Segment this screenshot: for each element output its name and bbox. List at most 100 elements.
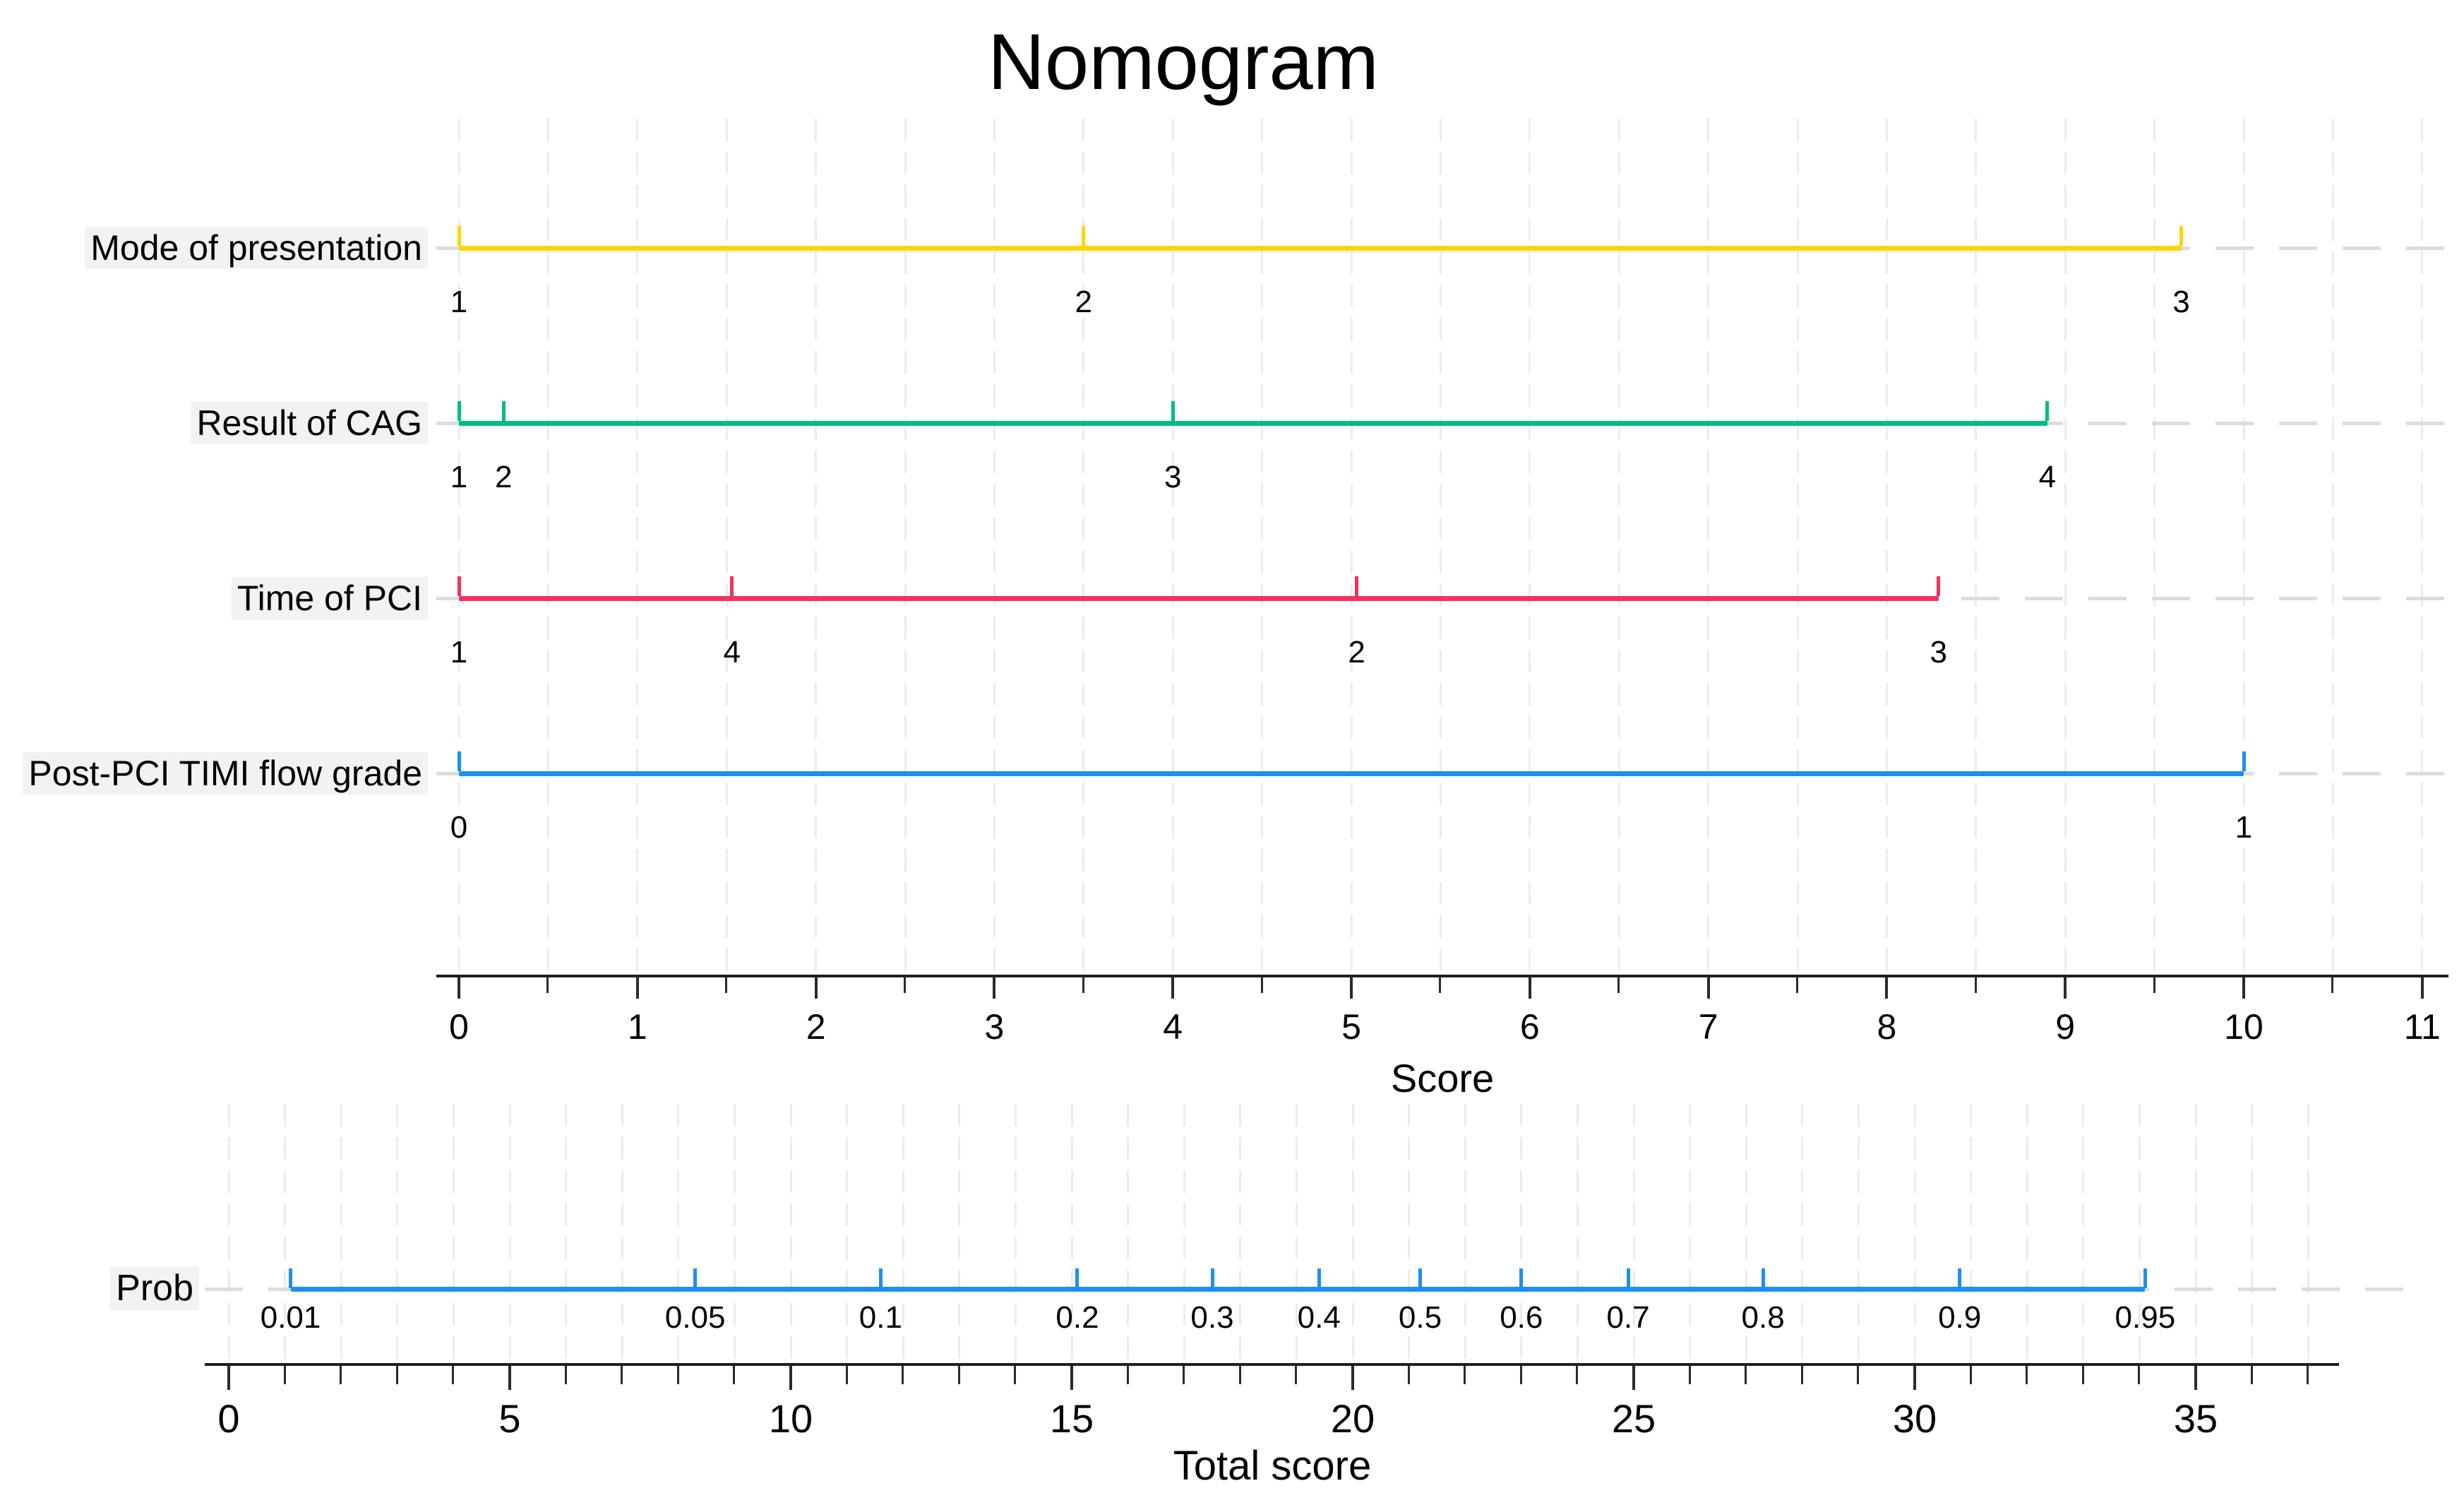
gridline-vertical [1617, 119, 1620, 975]
gridline-vertical [284, 1104, 287, 1363]
total-score-axis-tick [1969, 1366, 1972, 1384]
score-axis-tick [1617, 977, 1620, 993]
gridline-vertical [1885, 119, 1888, 975]
prob-tick-value: 0.4 [1297, 1300, 1341, 1335]
gridline-vertical [2331, 119, 2334, 975]
total-score-axis-tick [227, 1366, 230, 1390]
gridline-vertical [1070, 1104, 1073, 1363]
score-axis-tick-label: 4 [1163, 1007, 1183, 1047]
prob-tick-value: 0.05 [664, 1300, 726, 1335]
variable-tick-value: 3 [1164, 460, 1182, 494]
score-axis-tick-label: 7 [1698, 1007, 1718, 1047]
score-axis-tick [457, 977, 460, 999]
variable-tick-value: 3 [1930, 635, 1947, 670]
gridline-vertical [1261, 119, 1264, 975]
gridline-vertical [1689, 1104, 1692, 1363]
score-axis-tick [2242, 977, 2245, 999]
gridline-vertical [815, 119, 818, 975]
score-axis-tick-label: 2 [806, 1007, 826, 1047]
total-score-axis-tick [508, 1366, 511, 1390]
gridline-vertical [457, 119, 460, 975]
gridline-vertical [1576, 1104, 1579, 1363]
score-axis-tick [993, 977, 996, 999]
score-axis-tick-label: 6 [1519, 1007, 1540, 1047]
lower-panel [0, 1102, 2464, 1493]
score-axis-tick-label: 0 [449, 1007, 469, 1047]
row-label-text: Mode of presentation [85, 227, 428, 269]
row-label: Mode of presentation [0, 222, 428, 273]
score-axis-tick [2420, 977, 2424, 999]
total-score-axis-tick [564, 1366, 567, 1384]
gridline-vertical [1970, 1104, 1973, 1363]
total-score-axis-tick-label: 0 [217, 1396, 240, 1441]
variable-axis-line [459, 420, 2047, 426]
gridline-vertical [2138, 1104, 2141, 1363]
score-axis-tick [904, 977, 906, 993]
gridline-vertical [1796, 119, 1799, 975]
gridline-vertical [546, 119, 549, 975]
total-score-axis-tick-label: 20 [1330, 1396, 1375, 1441]
row-label-text: Result of CAG [191, 402, 428, 444]
gridline-vertical [1801, 1104, 1804, 1363]
gridline-vertical [733, 1104, 736, 1363]
variable-tick-value: 3 [2172, 285, 2190, 319]
score-axis-tick [1082, 977, 1084, 993]
row-label-text: Post-PCI TIMI flow grade [23, 752, 428, 795]
row-label: Time of PCI [0, 573, 428, 624]
score-axis-line [436, 975, 2448, 977]
prob-row-label: Prob [0, 1263, 199, 1314]
score-axis-tick [1171, 977, 1175, 999]
variable-tick [1082, 226, 1086, 246]
variable-tick [457, 751, 461, 771]
gridline-vertical [1464, 1104, 1466, 1363]
total-score-axis-tick [733, 1366, 736, 1384]
gridline-vertical [1632, 1104, 1635, 1363]
prob-tick [878, 1268, 883, 1288]
gridline-vertical [2082, 1104, 2085, 1363]
variable-tick [2045, 401, 2050, 421]
score-axis-tick [725, 977, 728, 993]
prob-tick-value: 0.2 [1055, 1300, 1099, 1335]
row-label: Post-PCI TIMI flow grade [0, 748, 428, 799]
total-score-axis-tick [902, 1366, 904, 1384]
prob-tick-value: 0.8 [1741, 1300, 1785, 1335]
score-axis-tick [1350, 977, 1353, 999]
score-axis-tick [814, 977, 818, 999]
gridline-vertical [1127, 1104, 1130, 1363]
variable-tick-value: 4 [2038, 460, 2057, 494]
prob-tick [2143, 1268, 2147, 1288]
gridline-vertical [1439, 119, 1442, 975]
variable-tick-value: 1 [450, 285, 468, 319]
prob-tick [1958, 1268, 1962, 1288]
variable-tick [2242, 751, 2246, 771]
score-axis-tick [2153, 977, 2155, 993]
gridline-vertical [2153, 119, 2156, 975]
gridline-vertical [1529, 119, 1531, 975]
score-axis-tick [1796, 977, 1798, 993]
gridline-vertical [565, 1104, 568, 1363]
score-axis-tick [1528, 977, 1531, 999]
variable-tick [1171, 401, 1175, 421]
score-axis-tick-label: 10 [2224, 1007, 2263, 1047]
gridline-vertical [1183, 1104, 1185, 1363]
gridline-vertical [621, 1104, 623, 1363]
total-score-axis-tick [2307, 1366, 2309, 1384]
variable-axis-line [459, 245, 2182, 251]
score-axis-title: Score [1390, 1056, 1495, 1100]
gridline-vertical [2194, 1104, 2197, 1363]
gridline-vertical [993, 119, 995, 975]
prob-tick [1418, 1268, 1423, 1288]
prob-tick-value: 0.95 [2115, 1300, 2176, 1335]
gridline-vertical [846, 1104, 849, 1363]
prob-tick [1317, 1268, 1321, 1288]
score-axis-tick [2064, 977, 2067, 999]
variable-tick [2179, 226, 2184, 246]
total-score-axis-tick [340, 1366, 342, 1384]
prob-tick-value: 0.01 [260, 1300, 321, 1335]
variable-tick-value: 0 [450, 810, 468, 845]
score-axis-tick [1439, 977, 1442, 993]
variable-tick-value: 4 [723, 635, 741, 670]
row-label: Result of CAG [0, 398, 428, 448]
prob-tick [1210, 1268, 1214, 1288]
variable-axis-line [459, 595, 1939, 601]
